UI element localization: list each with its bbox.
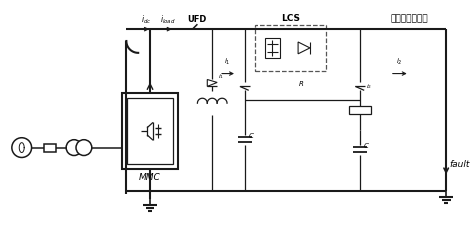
- Bar: [255, 25, 326, 71]
- Bar: [127, 98, 173, 164]
- Text: $i_2$: $i_2$: [366, 82, 372, 91]
- Text: UFD: UFD: [188, 15, 207, 24]
- Bar: [122, 93, 177, 169]
- Bar: [349, 106, 371, 114]
- Text: $i_1$: $i_1$: [218, 73, 224, 81]
- Polygon shape: [298, 42, 310, 54]
- Bar: [44, 144, 56, 152]
- Text: $R$: $R$: [298, 79, 304, 88]
- Text: $i_{dc}$: $i_{dc}$: [141, 14, 152, 26]
- Circle shape: [76, 140, 92, 156]
- Text: $i_1$: $i_1$: [224, 57, 230, 67]
- Text: $C$: $C$: [363, 141, 370, 150]
- Text: fault: fault: [449, 160, 470, 169]
- Polygon shape: [207, 80, 217, 86]
- Bar: [264, 38, 280, 58]
- Text: LCS: LCS: [281, 14, 300, 23]
- Circle shape: [66, 140, 82, 156]
- Text: MMC: MMC: [139, 173, 161, 182]
- Text: $i_{load}$: $i_{load}$: [160, 14, 176, 26]
- Text: 通态低搏耗支路: 通态低搏耗支路: [391, 15, 429, 24]
- Text: $i_2$: $i_2$: [396, 57, 403, 67]
- Text: $C$: $C$: [248, 131, 254, 140]
